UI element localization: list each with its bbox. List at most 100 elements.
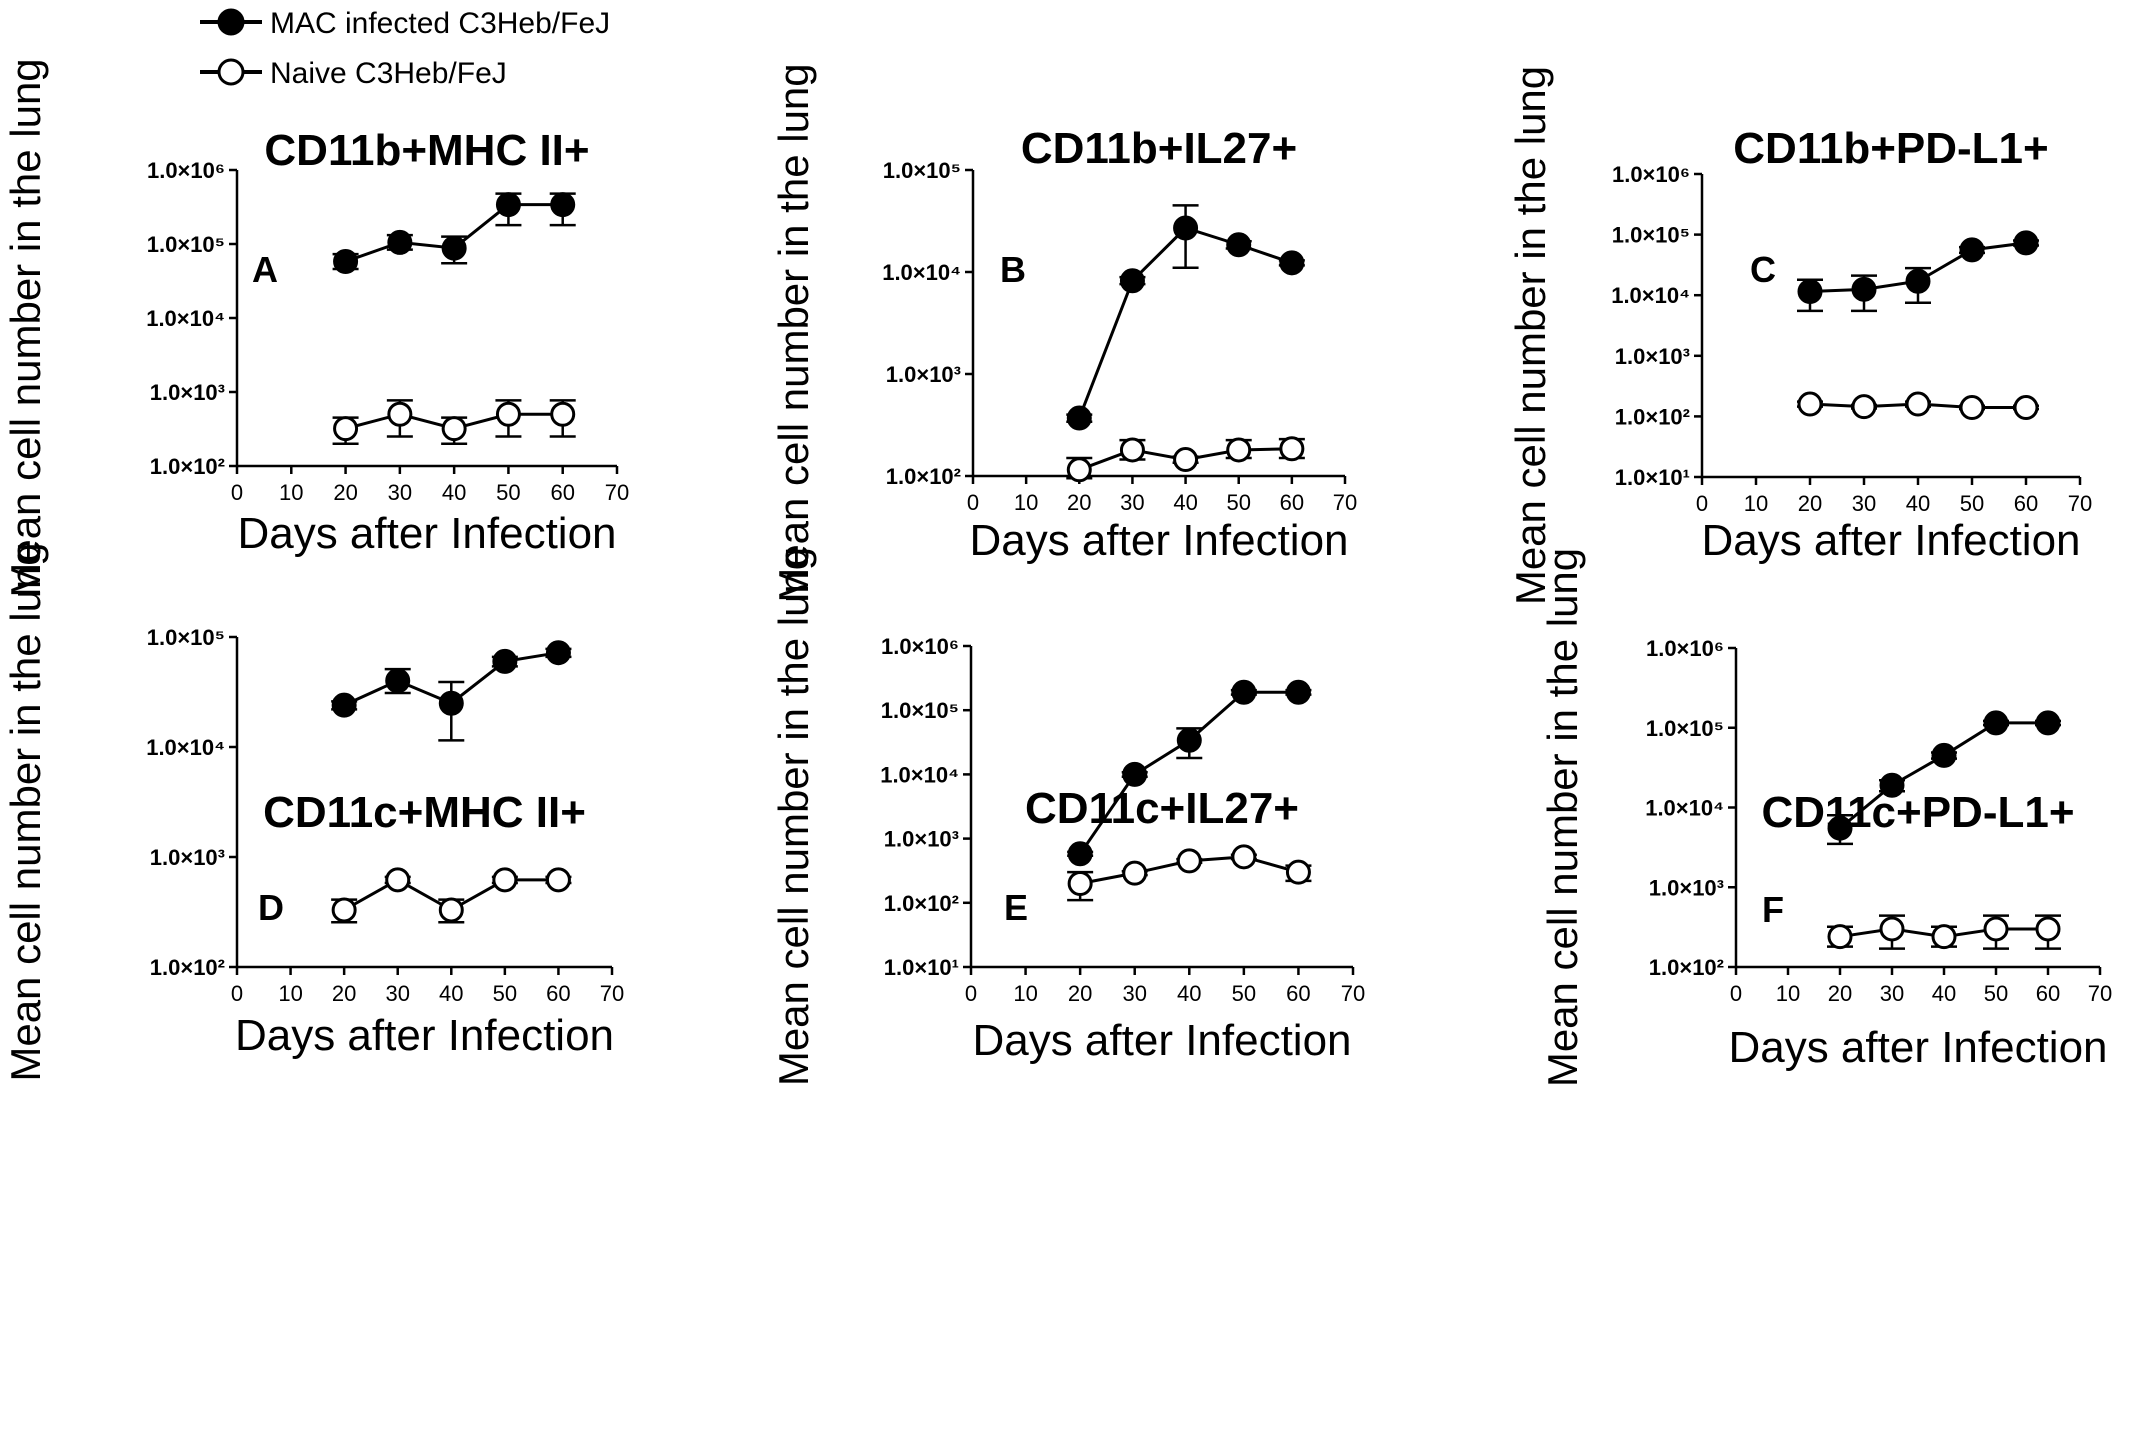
x-tick-label: 40 [439, 981, 463, 1006]
data-point-infected [385, 668, 411, 694]
data-point-naive [545, 867, 571, 893]
y-tick-label: 1.0×10² [1615, 404, 1690, 429]
panel-letter: E [1004, 887, 1028, 928]
y-tick-label: 1.0×10⁴ [146, 306, 225, 331]
series-infected [331, 640, 572, 742]
data-point-naive [1231, 844, 1257, 870]
data-point-naive [1226, 437, 1252, 463]
y-tick-label: 1.0×10⁴ [880, 762, 959, 787]
data-point-naive [385, 867, 411, 893]
y-tick-label: 1.0×10⁶ [881, 634, 959, 659]
x-tick-label: 0 [1730, 981, 1742, 1006]
chart-title: CD11c+MHC II+ [263, 788, 586, 837]
chart-panel-c: CD11b+PD-L1+ C 1.0×10¹ 1.0×10² 1.0×10³ 1.0×10… [1507, 66, 2092, 605]
x-tick-label: 20 [1798, 491, 1822, 516]
series-naive [1797, 391, 2039, 421]
y-tick-label: 1.0×10⁵ [881, 698, 959, 723]
chart-title: CD11b+MHC II+ [264, 126, 589, 175]
data-point-infected [333, 249, 359, 275]
data-point-infected [1119, 268, 1145, 294]
x-tick-label: 40 [442, 480, 466, 505]
series-naive [1827, 914, 2061, 950]
y-tick-label: 1.0×10³ [150, 845, 225, 870]
data-point-naive [492, 867, 518, 893]
data-point-naive [550, 401, 576, 427]
y-tick-label: 1.0×10⁵ [147, 232, 225, 257]
x-tick-label: 50 [1226, 490, 1250, 515]
x-tick-label: 10 [1744, 491, 1768, 516]
x-tick-label: 20 [1828, 981, 1852, 1006]
data-point-naive [1931, 924, 1957, 950]
series-infected [1067, 679, 1312, 867]
x-tick-label: 50 [1960, 491, 1984, 516]
data-point-naive [495, 401, 521, 427]
x-tick-label: 30 [385, 981, 409, 1006]
y-axis-label: Mean cell number in the lung [2, 58, 49, 597]
y-tick-label: 1.0×10² [884, 891, 959, 916]
x-tick-label: 30 [1880, 981, 1904, 1006]
y-axis-label: Mean cell number in the lung [1539, 548, 1586, 1087]
chart-panel-a: CD11b+MHC II+ A 1.0×10² 1.0×10³ 1.0×10⁴ 1.0×1… [2, 58, 629, 597]
data-point-naive [441, 416, 467, 442]
x-tick-label: 70 [1333, 490, 1357, 515]
data-point-infected [1066, 405, 1092, 431]
x-tick-label: 20 [333, 480, 357, 505]
x-tick-label: 20 [1068, 981, 1092, 1006]
y-tick-label: 1.0×10⁴ [882, 260, 961, 285]
chart-title: CD11c+IL27+ [1025, 784, 1299, 833]
data-point-naive [1879, 916, 1905, 942]
y-tick-label: 1.0×10⁴ [146, 735, 225, 760]
data-point-naive [1176, 848, 1202, 874]
x-tick-label: 0 [231, 480, 243, 505]
legend-marker-open [217, 58, 245, 86]
y-tick-label: 1.0×10⁵ [1646, 716, 1724, 741]
y-tick-label: 1.0×10¹ [884, 955, 959, 980]
data-point-infected [1067, 841, 1093, 867]
data-point-infected [1173, 215, 1199, 241]
series-infected [1066, 204, 1305, 431]
chart-panel-d: CD11c+MHC II+ D 1.0×10² 1.0×10³ 1.0×10⁴ 1.0×1… [2, 542, 624, 1081]
legend-label-naive: Naive C3Heb/FeJ [270, 57, 507, 90]
x-tick-label: 30 [388, 480, 412, 505]
legend-entry-naive: Naive C3Heb/FeJ [200, 57, 507, 90]
data-point-infected [1931, 742, 1957, 768]
chart-panel-f: CD11c+PD-L1+ F 1.0×10² 1.0×10³ 1.0×10⁴ 1.0×10… [1539, 548, 2112, 1087]
data-point-naive [331, 897, 357, 923]
x-axis-label: Days after Infection [969, 516, 1348, 565]
data-point-infected [1827, 815, 1853, 841]
y-tick-label: 1.0×10³ [150, 380, 225, 405]
y-tick-label: 1.0×10³ [1649, 875, 1724, 900]
x-axis-label: Days after Infection [237, 509, 616, 558]
x-tick-label: 50 [493, 981, 517, 1006]
legend: MAC infected C3Heb/FeJ Naive C3Heb/FeJ [200, 7, 610, 90]
data-point-infected [441, 235, 467, 261]
legend-label-infected: MAC infected C3Heb/FeJ [270, 7, 610, 40]
x-tick-label: 10 [1776, 981, 1800, 1006]
panel-letter: B [1000, 249, 1026, 290]
data-point-infected [387, 229, 413, 255]
x-axis-label: Days after Infection [1728, 1023, 2107, 1072]
y-tick-label: 1.0×10³ [1615, 344, 1690, 369]
data-point-naive [1173, 447, 1199, 473]
x-tick-label: 50 [1984, 981, 2008, 1006]
x-tick-label: 0 [965, 981, 977, 1006]
data-point-naive [1066, 457, 1092, 483]
data-point-naive [1797, 391, 1823, 417]
x-axis-label: Days after Infection [1701, 516, 2080, 565]
panel-letter: D [258, 887, 284, 928]
x-tick-label: 70 [2068, 491, 2092, 516]
x-tick-label: 60 [1280, 490, 1304, 515]
y-tick-label: 1.0×10⁴ [1645, 796, 1724, 821]
x-tick-label: 20 [1067, 490, 1091, 515]
y-tick-label: 1.0×10⁵ [1612, 223, 1690, 248]
data-point-infected [1231, 679, 1257, 705]
x-tick-label: 60 [2036, 981, 2060, 1006]
data-point-naive [2013, 395, 2039, 421]
x-axis-label: Days after Infection [235, 1011, 614, 1060]
data-point-naive [1279, 436, 1305, 462]
data-point-naive [1067, 870, 1093, 896]
data-point-infected [1851, 276, 1877, 302]
legend-marker-filled [217, 8, 245, 36]
panel-letter: A [252, 249, 278, 290]
